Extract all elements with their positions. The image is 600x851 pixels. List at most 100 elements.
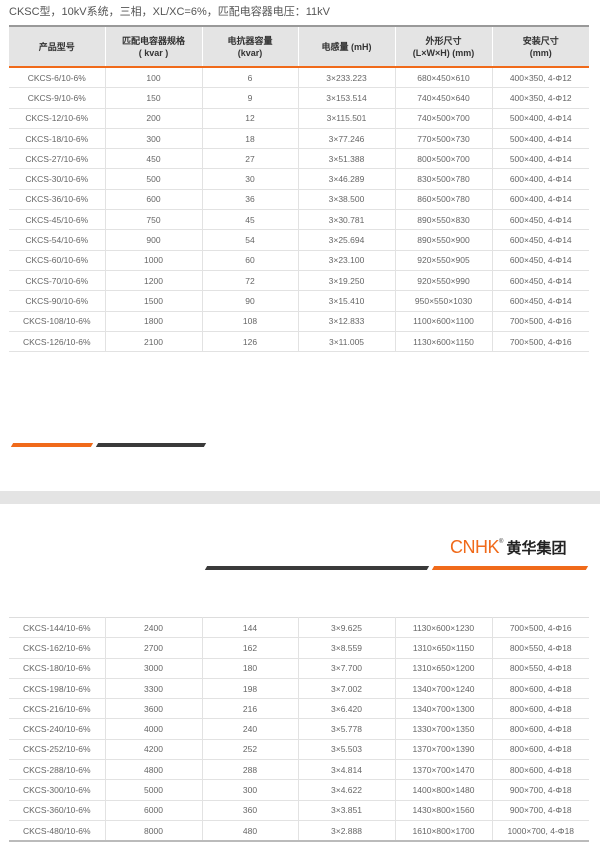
- table-cell: 600×400, 4-Φ14: [491, 168, 589, 190]
- table-cell: 108: [201, 311, 298, 332]
- table-row: CKCS-360/10-6% 6000 360 3×3.851 1430×800×156…: [9, 800, 589, 821]
- table-cell: 3×19.250: [297, 270, 395, 292]
- table-cell: 800×600, 4-Φ18: [491, 678, 589, 700]
- table-cell: 9: [201, 87, 298, 109]
- table-cell: 1310×650×1150: [394, 637, 492, 659]
- table-cell: CKCS-36/10-6%: [9, 189, 105, 211]
- table-cell: 500×400, 4-Φ14: [491, 108, 589, 129]
- table-cell: 3×115.501: [297, 108, 395, 129]
- table-cell: 770×500×730: [394, 128, 492, 150]
- table-cell: 1430×800×1560: [394, 800, 492, 821]
- table-cell: 900×700, 4-Φ18: [491, 779, 589, 801]
- table-cell: 3×7.700: [297, 658, 395, 679]
- table-cell: 480: [201, 820, 298, 842]
- table-row: CKCS-6/10-6% 100 6 3×233.223 680×450×610 400×…: [9, 67, 589, 89]
- table-cell: 1370×700×1390: [394, 739, 492, 761]
- table-cell: 800×550, 4-Φ18: [491, 637, 589, 659]
- table-cell: CKCS-198/10-6%: [9, 678, 105, 700]
- table-cell: CKCS-30/10-6%: [9, 168, 105, 190]
- table-cell: 30: [201, 168, 298, 190]
- table-cell: 1000: [104, 250, 202, 271]
- table-row: CKCS-45/10-6% 750 45 3×30.781 890×550×830 600…: [9, 209, 589, 231]
- table-cell: 740×450×640: [394, 87, 492, 109]
- column-header: 产品型号: [9, 26, 105, 68]
- table-cell: 216: [201, 698, 298, 720]
- table-cell: 162: [201, 637, 298, 659]
- table-cell: 920×550×990: [394, 270, 492, 292]
- table-cell: CKCS-108/10-6%: [9, 311, 105, 332]
- table-cell: 400×350, 4-Φ12: [491, 87, 589, 109]
- table-cell: 3×153.514: [297, 87, 395, 109]
- table-cell: CKCS-70/10-6%: [9, 270, 105, 292]
- table-cell: 3×38.500: [297, 189, 395, 211]
- spec-title: CKSC型，10kV系统，三相，XL/XC=6%，匹配电容器电压：11kV: [9, 6, 331, 18]
- table-cell: 800×550, 4-Φ18: [491, 658, 589, 679]
- logo-registered: ®: [499, 539, 504, 545]
- table-row: CKCS-30/10-6% 500 30 3×46.289 830×500×780 600…: [9, 168, 589, 190]
- table-cell: 5000: [104, 779, 202, 801]
- table-cell: 4800: [104, 759, 202, 781]
- table-cell: 3×6.420: [297, 698, 395, 720]
- table-cell: 45: [201, 209, 298, 231]
- table-cell: 920×550×905: [394, 250, 492, 271]
- table-cell: 150: [104, 87, 202, 109]
- table-cell: 3×233.223: [297, 67, 395, 89]
- table-cell: CKCS-240/10-6%: [9, 718, 105, 740]
- table-cell: CKCS-27/10-6%: [9, 148, 105, 170]
- table-cell: 72: [201, 270, 298, 292]
- table-cell: 500: [104, 168, 202, 190]
- table-cell: 3000: [104, 658, 202, 679]
- table-cell: 800×600, 4-Φ18: [491, 698, 589, 720]
- table-cell: 500×400, 4-Φ14: [491, 148, 589, 170]
- table-cell: 830×500×780: [394, 168, 492, 190]
- table-cell: 36: [201, 189, 298, 211]
- table-cell: 600×450, 4-Φ14: [491, 290, 589, 312]
- table-cell: 3×15.410: [297, 290, 395, 312]
- table-cell: 3×9.625: [297, 617, 395, 639]
- table-row: CKCS-252/10-6% 4200 252 3×5.503 1370×700×139…: [9, 739, 589, 761]
- table-cell: CKCS-54/10-6%: [9, 229, 105, 251]
- decor-bar-dark: [95, 443, 207, 447]
- table-cell: 200: [104, 108, 202, 129]
- table-cell: CKCS-252/10-6%: [9, 739, 105, 761]
- table-cell: 860×500×780: [394, 189, 492, 211]
- table-cell: 3600: [104, 698, 202, 720]
- table-cell: 900: [104, 229, 202, 251]
- table-cell: CKCS-180/10-6%: [9, 658, 105, 679]
- table-row: CKCS-36/10-6% 600 36 3×38.500 860×500×780 600…: [9, 189, 589, 211]
- table-cell: 144: [201, 617, 298, 639]
- table-cell: 1340×700×1240: [394, 678, 492, 700]
- table-cell: 600: [104, 189, 202, 211]
- table-cell: CKCS-288/10-6%: [9, 759, 105, 781]
- table-cell: 450: [104, 148, 202, 170]
- table-cell: 3×77.246: [297, 128, 395, 150]
- table-row: CKCS-70/10-6% 1200 72 3×19.250 920×550×990 60…: [9, 270, 589, 292]
- table-cell: 1000×700, 4-Φ18: [491, 820, 589, 842]
- table-cell: 3300: [104, 678, 202, 700]
- table-cell: 1800: [104, 311, 202, 332]
- table-cell: 126: [201, 331, 298, 353]
- table-cell: 3×8.559: [297, 637, 395, 659]
- table-cell: 3×7.002: [297, 678, 395, 700]
- table-cell: 740×500×700: [394, 108, 492, 129]
- table-cell: 1200: [104, 270, 202, 292]
- table-row: CKCS-90/10-6% 1500 90 3×15.410 950×550×1030 6…: [9, 290, 589, 312]
- table-row: CKCS-198/10-6% 3300 198 3×7.002 1340×700×124…: [9, 678, 589, 700]
- table-cell: 950×550×1030: [394, 290, 492, 312]
- table-cell: CKCS-60/10-6%: [9, 250, 105, 271]
- table-cell: 1400×800×1480: [394, 779, 492, 801]
- table-cell: 288: [201, 759, 298, 781]
- spec-table-1: 产品型号 匹配电容器规格 ( kvar ) 电抗器容量 (kvar) 电感量 (mH)…: [9, 25, 589, 353]
- table-cell: 100: [104, 67, 202, 89]
- table-cell: 1610×800×1700: [394, 820, 492, 842]
- table-cell: 12: [201, 108, 298, 129]
- decor-bar-dark: [204, 566, 430, 570]
- table-cell: 198: [201, 678, 298, 700]
- table-cell: 8000: [104, 820, 202, 842]
- table-row: CKCS-288/10-6% 4800 288 3×4.814 1370×700×147…: [9, 759, 589, 781]
- table-row: CKCS-108/10-6% 1800 108 3×12.833 1100×600×11…: [9, 311, 589, 332]
- decor-bar-orange: [10, 443, 94, 447]
- table-cell: 3×3.851: [297, 800, 395, 821]
- table-cell: 1330×700×1350: [394, 718, 492, 740]
- table-cell: 2100: [104, 331, 202, 353]
